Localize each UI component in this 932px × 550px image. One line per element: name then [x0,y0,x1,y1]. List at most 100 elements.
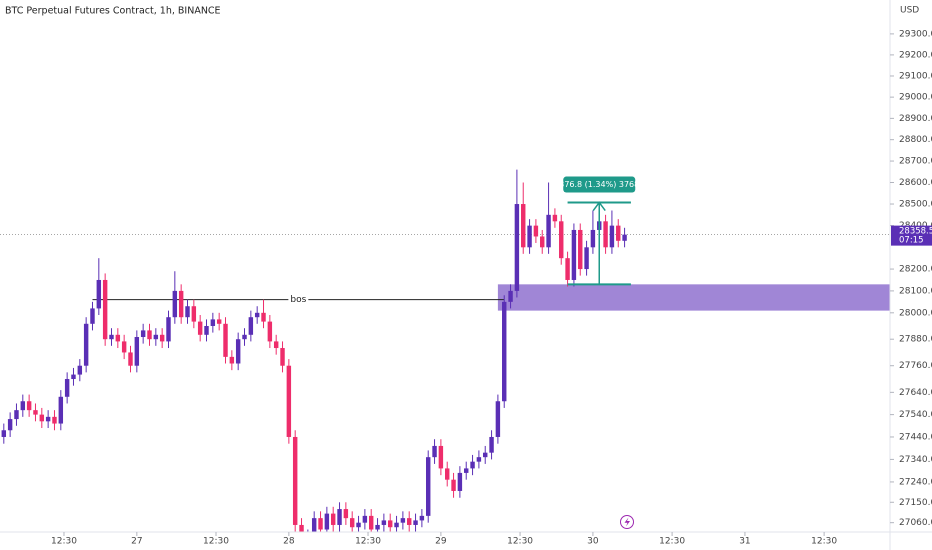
candle-body [83,323,89,366]
y-tick-label: 27240.0 [899,477,932,487]
candle-body [425,457,431,516]
candle-body [470,461,475,469]
axes: 29300.0 29200.0 29100.0 29000.0 28900.0 28800… [51,29,932,546]
candle-body [204,325,209,335]
candle-body [546,214,551,248]
plot-area: bos 376.8 (1.34%) 3768 [0,169,890,532]
candle-body [33,410,38,415]
candle-body [489,436,494,453]
candle-body [413,520,418,525]
candle-body [368,515,374,530]
candle-body [375,524,380,530]
candle-body [552,214,558,222]
candle-body [584,247,589,270]
candle-body [45,416,51,422]
candle-body [590,229,596,248]
candle-body [318,518,323,530]
chart-title: BTC Perpetual Futures Contract, 1h, BINA… [5,6,221,17]
candle-body [39,414,45,422]
candle-body [400,518,406,523]
y-tick-label: 29300.0 [899,29,932,39]
currency: USD [900,6,919,16]
candle-body [134,337,140,366]
candle-body [533,225,539,237]
y-tick-label: 27150.0 [899,498,932,508]
candle-body [419,515,425,521]
replay-icon[interactable] [620,515,634,529]
candle-body [299,524,304,532]
y-tick-label: 27060.0 [899,518,932,528]
candle-body [343,509,349,519]
x-tick-label: 12:30 [355,537,381,547]
candle-body [267,321,273,342]
candle-body [286,365,292,437]
candle-body [147,330,152,340]
candle-body [527,225,532,248]
candle-body [248,317,254,335]
candle-body [229,356,235,364]
candle-body [451,479,456,491]
demand-zone [497,284,890,311]
measure-label-box [563,176,636,193]
candle-body [77,365,83,375]
candle-body [565,258,570,280]
candle-body [261,312,266,322]
candle-body [609,225,615,248]
candle-body [337,509,342,525]
candle-body [185,306,190,318]
candle-body [159,334,165,342]
candle-body [280,348,285,366]
candle-body [464,468,469,473]
candle-body [495,401,501,437]
candle-body [330,513,336,525]
candle-body [96,279,102,309]
y-tick-label: 27540.0 [899,410,932,420]
y-tick-label: 28900.0 [899,114,932,124]
candle-body [140,330,146,338]
candle-body [540,236,545,248]
y-tick-label: 28500.0 [899,200,932,210]
candle-body [102,279,108,340]
y-tick-label: 28000.0 [899,308,932,318]
candle-body [381,520,387,525]
candle-body [1,430,7,437]
y-tick-label: 29200.0 [899,50,932,60]
x-tick-label: 27 [131,537,142,547]
measure-arrowhead [592,201,606,212]
candle-body [64,379,70,397]
x-tick-label: 29 [435,537,447,547]
candle-body [521,204,526,248]
y-tick-label: 27440.0 [899,432,932,442]
candle-body [578,229,583,270]
candle-body [26,401,32,411]
candle-body [235,339,241,364]
candle-body [571,229,577,280]
candle-body [559,221,564,259]
candle-body [14,410,19,420]
y-tick-label: 27880.0 [899,335,932,345]
candle-body [311,518,317,532]
candle-body [178,290,184,318]
bos-label: bos [290,295,306,305]
candle-body [242,334,247,340]
x-tick-label: 31 [739,537,750,547]
candle-body [109,334,114,340]
candle-body [210,319,216,326]
candle-body [52,416,57,424]
candle-body [514,204,520,291]
y-tick-label: 27640.0 [899,388,932,398]
candle-body [476,457,482,462]
candle-body [387,520,393,528]
x-tick-label: 12:30 [659,537,685,547]
price-tag-countdown: 07:15 [899,236,924,246]
y-tick-label: 29100.0 [899,71,932,81]
x-tick-label: 28 [283,537,295,547]
candle-body [7,419,13,431]
candle-body [445,468,450,480]
y-tick-label: 27760.0 [899,361,932,371]
x-tick-label: 12:30 [51,537,77,547]
y-tick-label: 29000.0 [899,93,932,103]
candle-body [292,436,298,525]
